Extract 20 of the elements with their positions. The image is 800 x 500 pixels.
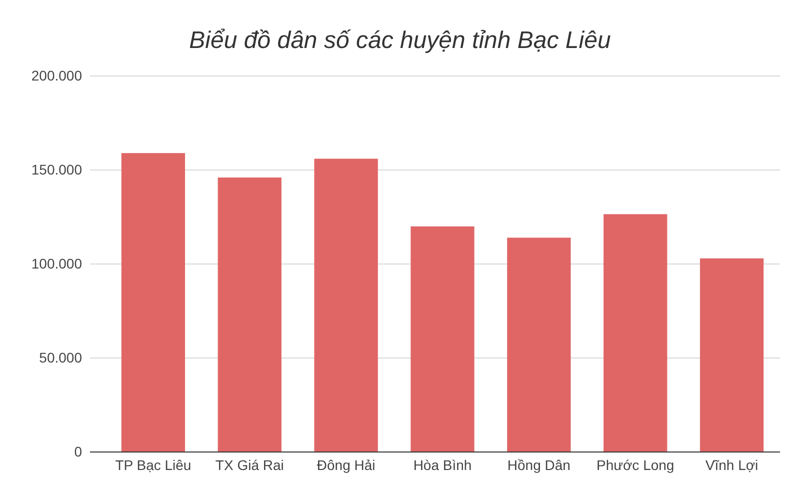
x-tick-label: TP Bạc Liêu — [115, 456, 192, 473]
x-tick-label: Vĩnh Lợi — [705, 456, 758, 473]
bar — [604, 214, 668, 452]
x-tick-label: Hòa Bình — [413, 456, 472, 473]
x-tick-label: TX Giá Rai — [215, 456, 284, 473]
bar — [410, 226, 474, 452]
bar — [314, 158, 378, 452]
bar — [507, 238, 571, 452]
y-tick-label: 200.000 — [31, 67, 82, 84]
bar — [121, 153, 186, 452]
x-tick-label: Hồng Dân — [507, 456, 570, 473]
y-tick-label: 0 — [74, 443, 82, 460]
x-tick-label: Phước Long — [596, 456, 674, 473]
chart-title: Biểu đồ dân số các huyện tỉnh Bạc Liêu — [189, 27, 611, 54]
x-tick-label: Đông Hải — [316, 456, 376, 473]
y-tick-label: 100.000 — [31, 255, 82, 272]
y-tick-label: 50.000 — [39, 349, 82, 366]
bar — [700, 258, 764, 452]
bar — [218, 178, 282, 452]
y-tick-label: 150.000 — [31, 161, 82, 178]
